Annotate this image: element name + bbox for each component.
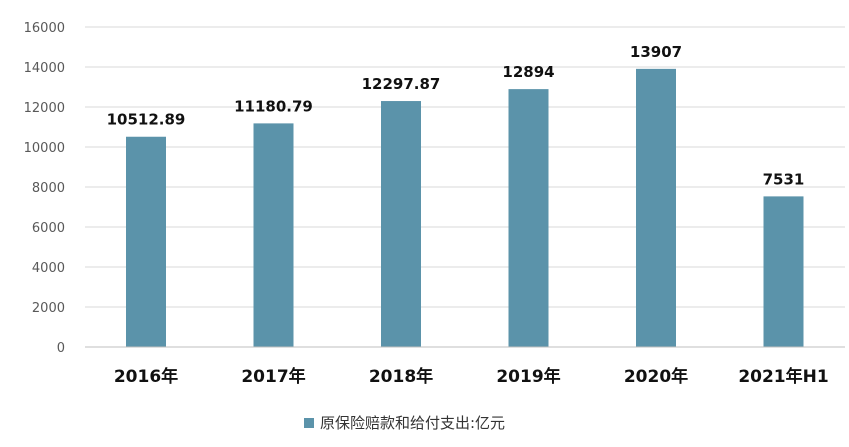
bar xyxy=(253,123,294,347)
data-label: 13907 xyxy=(630,43,682,61)
bars xyxy=(126,68,804,348)
bar xyxy=(508,89,549,348)
legend: 原保险赔款和给付支出:亿元 xyxy=(304,414,505,432)
bar xyxy=(126,136,166,347)
y-tick-label: 12000 xyxy=(24,101,65,116)
x-tick-label: 2018年 xyxy=(369,366,433,387)
y-axis-ticks: 0 2000 4000 6000 8000 10000 12000 14000 16000 xyxy=(24,21,65,356)
bar xyxy=(381,101,421,347)
y-tick-label: 14000 xyxy=(24,61,65,76)
x-axis-ticks: 2016年 2017年 2018年 2019年 2020年 2021年H1 xyxy=(114,366,829,387)
data-label: 11180.79 xyxy=(234,97,313,115)
y-tick-label: 6000 xyxy=(32,221,65,236)
y-tick-label: 2000 xyxy=(32,301,65,316)
gridlines xyxy=(85,26,845,308)
y-tick-label: 10000 xyxy=(24,141,65,156)
data-labels: 10512.89 11180.79 12297.87 12894 13907 7531 xyxy=(107,43,805,189)
x-tick-label: 2020年 xyxy=(624,366,688,387)
y-tick-label: 8000 xyxy=(32,181,65,196)
y-tick-label: 0 xyxy=(57,341,65,356)
data-label: 12297.87 xyxy=(362,75,441,93)
bar xyxy=(636,68,676,348)
y-tick-label: 16000 xyxy=(24,21,65,36)
y-tick-label: 4000 xyxy=(32,261,65,276)
x-tick-label: 2016年 xyxy=(114,366,178,387)
data-label: 12894 xyxy=(502,63,554,81)
data-label: 7531 xyxy=(763,170,805,188)
data-label: 10512.89 xyxy=(107,111,186,129)
x-tick-label: 2021年H1 xyxy=(738,366,828,387)
x-tick-label: 2017年 xyxy=(241,366,305,387)
x-tick-label: 2019年 xyxy=(496,366,560,387)
legend-swatch xyxy=(304,418,314,428)
legend-label: 原保险赔款和给付支出:亿元 xyxy=(320,414,505,432)
bar xyxy=(763,196,804,347)
